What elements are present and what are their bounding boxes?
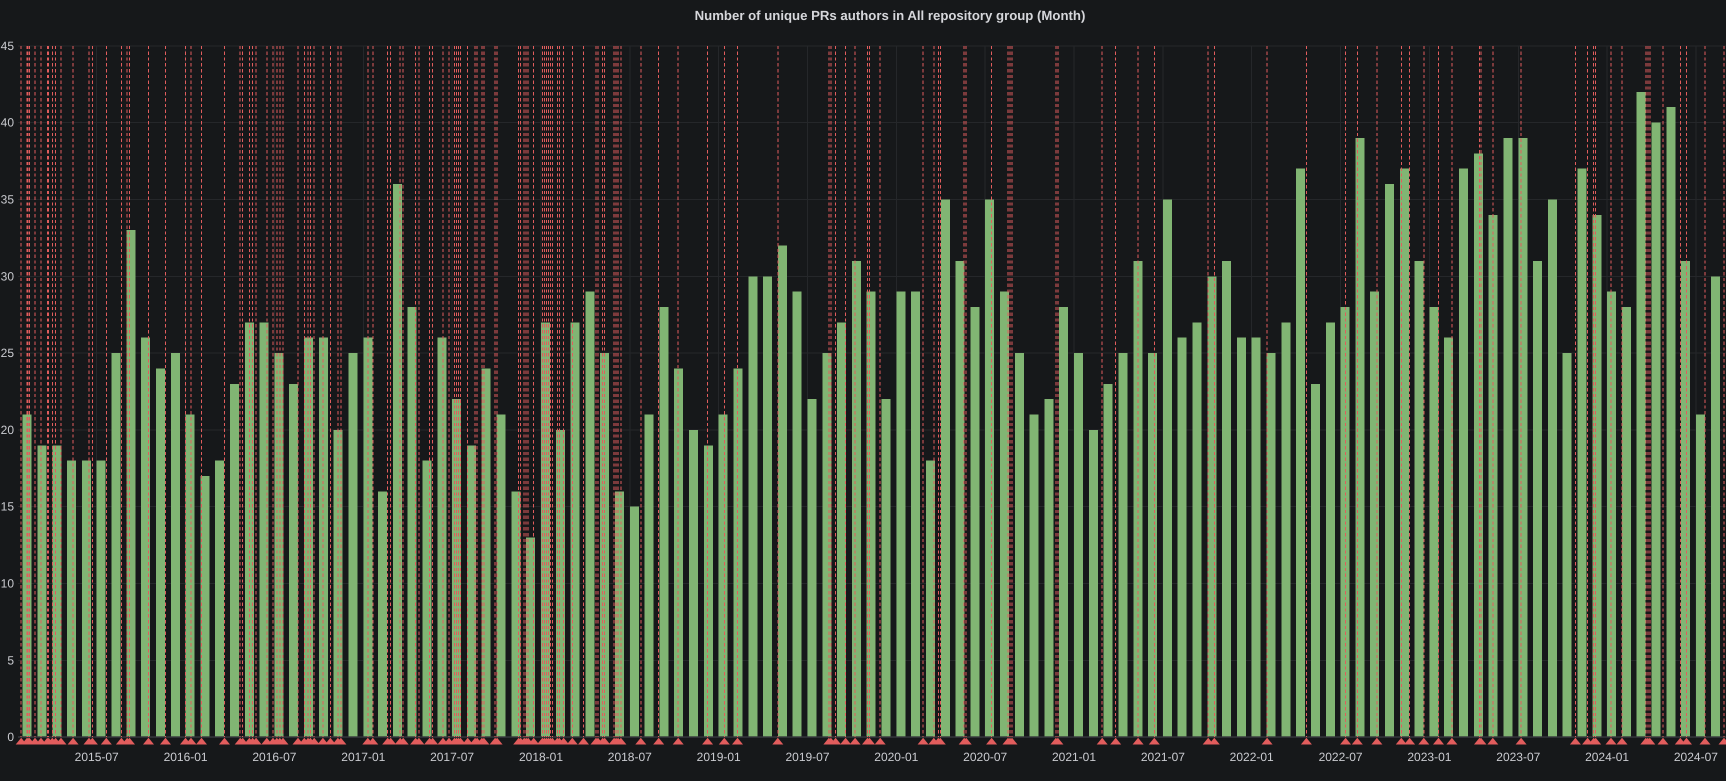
svg-text:2022-07: 2022-07 (1319, 750, 1363, 764)
svg-text:5: 5 (7, 653, 14, 667)
svg-text:2021-07: 2021-07 (1141, 750, 1185, 764)
svg-text:2022-01: 2022-01 (1230, 750, 1274, 764)
svg-text:2015-07: 2015-07 (75, 750, 119, 764)
svg-text:2019-07: 2019-07 (785, 750, 829, 764)
svg-text:15: 15 (1, 500, 15, 514)
svg-text:2017-01: 2017-01 (341, 750, 385, 764)
svg-text:2024-07: 2024-07 (1674, 750, 1718, 764)
svg-text:45: 45 (1, 39, 15, 53)
svg-text:2018-01: 2018-01 (519, 750, 563, 764)
svg-text:20: 20 (1, 423, 15, 437)
svg-text:2023-01: 2023-01 (1407, 750, 1451, 764)
svg-text:2018-07: 2018-07 (608, 750, 652, 764)
svg-text:2017-07: 2017-07 (430, 750, 474, 764)
svg-text:2019-01: 2019-01 (697, 750, 741, 764)
svg-text:2021-01: 2021-01 (1052, 750, 1096, 764)
svg-text:Number of unique PRs authors i: Number of unique PRs authors in All repo… (695, 8, 1086, 23)
svg-text:30: 30 (1, 269, 15, 283)
svg-text:0: 0 (7, 730, 14, 744)
svg-text:2020-01: 2020-01 (874, 750, 918, 764)
svg-text:2020-07: 2020-07 (963, 750, 1007, 764)
svg-text:2016-01: 2016-01 (164, 750, 208, 764)
svg-text:35: 35 (1, 192, 15, 206)
svg-text:2023-07: 2023-07 (1496, 750, 1540, 764)
svg-text:10: 10 (1, 577, 15, 591)
svg-text:40: 40 (1, 116, 15, 130)
svg-text:2024-01: 2024-01 (1585, 750, 1629, 764)
svg-text:25: 25 (1, 346, 15, 360)
svg-text:2016-07: 2016-07 (252, 750, 296, 764)
